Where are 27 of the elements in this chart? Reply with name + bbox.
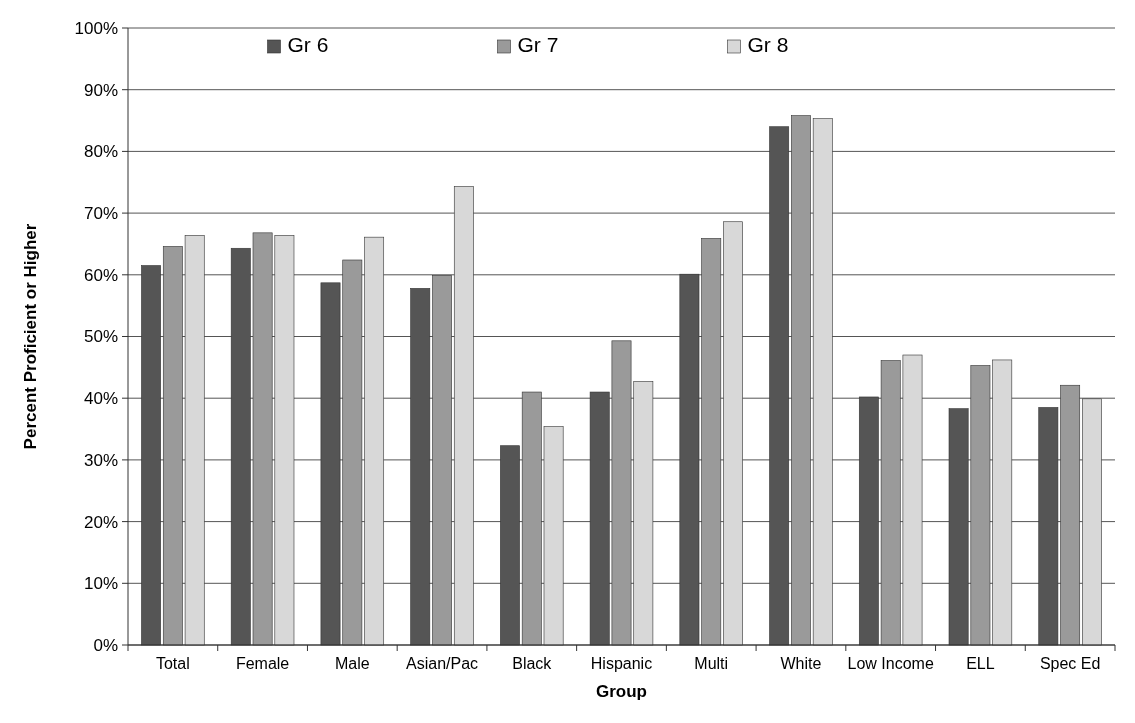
y-tick-label: 70% [83,204,118,224]
y-axis-title: Percent Proficient or Higher [21,223,40,450]
y-tick-label: 90% [83,80,118,100]
y-tick-label: 10% [83,574,118,594]
x-tick-label: Hispanic [590,655,653,672]
y-tick-label: 40% [83,389,118,409]
x-tick-label: ELL [966,655,995,672]
legend-label: Gr 7 [517,33,559,56]
x-tick-label: Female [235,655,290,672]
x-tick-label: Total [155,655,190,672]
x-axis-title: Group [596,682,647,701]
x-tick-label: Male [334,655,370,672]
x-tick-label: Low Income [847,655,934,672]
x-tick-label: Spec Ed [1039,655,1101,672]
x-tick-label: White [780,655,822,672]
y-tick-label: 50% [83,327,118,347]
y-tick-label: 80% [83,142,118,162]
y-tick-label: 30% [83,450,118,470]
y-tick-label: 60% [83,265,118,285]
legend-label: Gr 8 [747,33,789,56]
y-tick-label: 20% [83,512,118,532]
x-tick-label: Asian/Pac [406,655,479,672]
legend-label: Gr 6 [287,33,329,56]
y-tick-label: 0% [93,635,118,655]
y-tick-label: 100% [74,18,118,38]
x-tick-label: Multi [694,655,729,672]
x-tick-label: Black [512,655,553,672]
